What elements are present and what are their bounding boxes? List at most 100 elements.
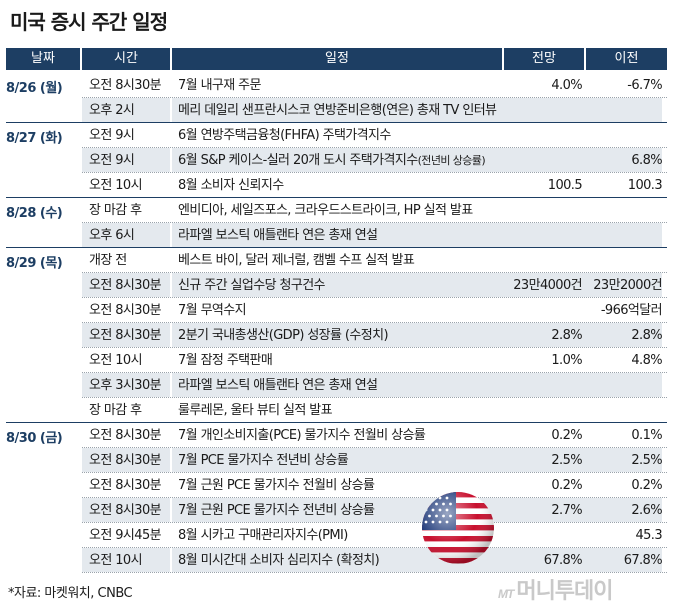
table-row: 오전 9시45분 8월 시카고 구매관리자지수(PMI) 45.3 [82, 523, 667, 548]
forecast-cell [492, 373, 582, 397]
date-label: 8/26 (월) [6, 81, 63, 96]
time-cell: 오전 9시 [82, 148, 170, 172]
event-cell: 7월 근원 PCE 물가지수 전년비 상승률 [172, 498, 592, 522]
event-text: 7월 근원 PCE 물가지수 전년비 상승률 [178, 503, 375, 518]
event-text: 7월 개인소비지출(PCE) 물가지수 전월비 상승률 [178, 428, 426, 443]
previous-cell: 2.6% [582, 498, 662, 522]
logo: MT 머니투데이 [498, 573, 614, 605]
forecast-cell [492, 148, 582, 172]
date-label: 8/30 (금) [6, 431, 63, 446]
event-cell: 엔비디아, 세일즈포스, 크라우드스트라이크, HP 실적 발표 [172, 198, 592, 222]
time-cell: 오후 6시 [82, 223, 170, 247]
forecast-cell [492, 223, 582, 247]
forecast-cell [492, 123, 582, 147]
previous-cell: 6.8% [582, 148, 662, 172]
previous-cell: 67.8% [582, 548, 662, 572]
previous-cell: 0.2% [631, 478, 662, 493]
event-text: 6월 연방주택금융청(FHFA) 주택가격지수 [178, 128, 391, 143]
event-text: 7월 잠정 주택판매 [178, 353, 273, 368]
time-cell: 오전 8시30분 [89, 303, 162, 318]
table-row: 오전 9시 6월 S&P 케이스-실러 20개 도시 주택가격지수(전년비 상승률… [82, 148, 667, 173]
event-text: 8월 소비자 신뢰지수 [178, 178, 284, 193]
previous-cell: 23만2000건 [582, 273, 662, 297]
event-text: 라파엘 보스틱 애틀랜타 연은 총재 연설 [178, 228, 378, 243]
previous-cell [582, 398, 662, 422]
logo-mt: MT [498, 587, 514, 601]
previous-cell [582, 248, 662, 272]
header-time: 시간 [82, 48, 170, 70]
header-date: 날짜 [6, 48, 80, 70]
previous-cell [582, 223, 662, 247]
previous-cell [582, 198, 662, 222]
date-separator [6, 422, 667, 423]
previous-cell [582, 373, 662, 397]
previous-cell: 2.5% [582, 448, 662, 472]
time-cell: 오전 9시45분 [89, 528, 162, 543]
table-row: 장 마감 후 엔비디아, 세일즈포스, 크라우드스트라이크, HP 실적 발표 [82, 198, 667, 223]
event-cell: 신규 주간 실업수당 청구건수 [172, 273, 592, 297]
event-text: 7월 근원 PCE 물가지수 전월비 상승률 [178, 478, 375, 493]
event-cell: 7월 근원 PCE 물가지수 전월비 상승률 [172, 473, 592, 497]
time-cell: 장 마감 후 [89, 203, 142, 218]
table-row: 오후 2시 메리 데일리 샌프란시스코 연방준비은행(연은) 총재 TV 인터뷰 [82, 98, 667, 123]
forecast-cell: 2.5% [551, 453, 582, 468]
event-text: 신규 주간 실업수당 청구건수 [178, 278, 326, 293]
event-cell: 8월 소비자 신뢰지수 [172, 173, 592, 197]
us-flag-icon [422, 492, 494, 564]
forecast-cell: 23만4000건 [513, 278, 582, 293]
event-cell: 8월 미시간대 소비자 심리지수 (확정치) [172, 548, 592, 572]
event-cell: 7월 잠정 주택판매 [172, 348, 592, 372]
previous-cell: 2.8% [582, 323, 662, 347]
event-text: 2분기 국내총생산(GDP) 성장률 (수정치) [178, 328, 389, 343]
table-row: 오전 10시 8월 미시간대 소비자 심리지수 (확정치) 67.8% 67.8% [82, 548, 667, 573]
forecast-cell: 2.7% [551, 503, 582, 518]
time-cell: 오전 8시30분 [82, 498, 170, 522]
previous-cell: -6.7% [627, 78, 662, 93]
event-text: 8월 미시간대 소비자 심리지수 (확정치) [178, 553, 380, 568]
time-cell: 오전 8시30분 [82, 323, 170, 347]
table-row: 오전 8시30분 2분기 국내총생산(GDP) 성장률 (수정치) 2.8% 2.8% [82, 323, 667, 348]
previous-cell [582, 98, 662, 122]
page-title: 미국 증시 주간 일정 [10, 10, 168, 34]
forecast-cell: 1.0% [551, 353, 582, 368]
event-cell: 2분기 국내총생산(GDP) 성장률 (수정치) [172, 323, 592, 347]
forecast-cell: 100.5 [547, 178, 582, 193]
forecast-cell [492, 398, 582, 422]
header-event: 일정 [172, 48, 502, 70]
event-text: 라파엘 보스틱 애틀랜타 연은 총재 연설 [178, 378, 378, 393]
date-separator [6, 247, 667, 248]
event-text: 7월 PCE 물가지수 전년비 상승률 [178, 453, 349, 468]
table-row: 오전 10시 7월 잠정 주택판매 1.0% 4.8% [82, 348, 667, 373]
forecast-cell: 0.2% [551, 478, 582, 493]
event-cell: 메리 데일리 샌프란시스코 연방준비은행(연은) 총재 TV 인터뷰 [172, 98, 592, 122]
event-text: 메리 데일리 샌프란시스코 연방준비은행(연은) 총재 TV 인터뷰 [178, 103, 497, 118]
time-cell: 오후 2시 [82, 98, 170, 122]
event-cell: 6월 S&P 케이스-실러 20개 도시 주택가격지수(전년비 상승률) [172, 148, 592, 172]
time-cell: 오전 9시 [89, 128, 135, 143]
table-row: 오후 3시30분 라파엘 보스틱 애틀랜타 연은 총재 연설 [82, 373, 667, 398]
event-cell: 7월 무역수지 [172, 298, 592, 322]
time-cell: 개장 전 [89, 253, 127, 268]
event-cell: 베스트 바이, 달러 제너럴, 캠벨 수프 실적 발표 [172, 248, 592, 272]
date-separator [6, 122, 667, 123]
forecast-cell [492, 523, 582, 547]
date-label: 8/28 (수) [6, 206, 63, 221]
event-text: 룰루레몬, 울타 뷰티 실적 발표 [178, 403, 333, 418]
table-row: 오전 8시30분 7월 근원 PCE 물가지수 전년비 상승률 2.7% 2.6% [82, 498, 667, 523]
event-cell: 6월 연방주택금융청(FHFA) 주택가격지수 [172, 123, 592, 147]
previous-cell: 4.8% [631, 353, 662, 368]
forecast-cell [492, 98, 582, 122]
table-row: 오전 9시 6월 연방주택금융청(FHFA) 주택가격지수 [82, 123, 667, 148]
time-cell: 오전 8시30분 [89, 428, 162, 443]
event-cell: 8월 시카고 구매관리자지수(PMI) [172, 523, 592, 547]
previous-cell [582, 123, 662, 147]
time-cell: 오전 8시30분 [82, 273, 170, 297]
time-cell: 장 마감 후 [89, 403, 142, 418]
event-note: (전년비 상승률) [417, 154, 486, 167]
event-cell: 룰루레몬, 울타 뷰티 실적 발표 [172, 398, 592, 422]
event-cell: 7월 내구재 주문 [172, 73, 592, 97]
table-row: 오후 6시 라파엘 보스틱 애틀랜타 연은 총재 연설 [82, 223, 667, 248]
date-label: 8/29 (목) [6, 256, 63, 271]
event-cell: 라파엘 보스틱 애틀랜타 연은 총재 연설 [172, 373, 592, 397]
forecast-cell: 0.2% [551, 428, 582, 443]
